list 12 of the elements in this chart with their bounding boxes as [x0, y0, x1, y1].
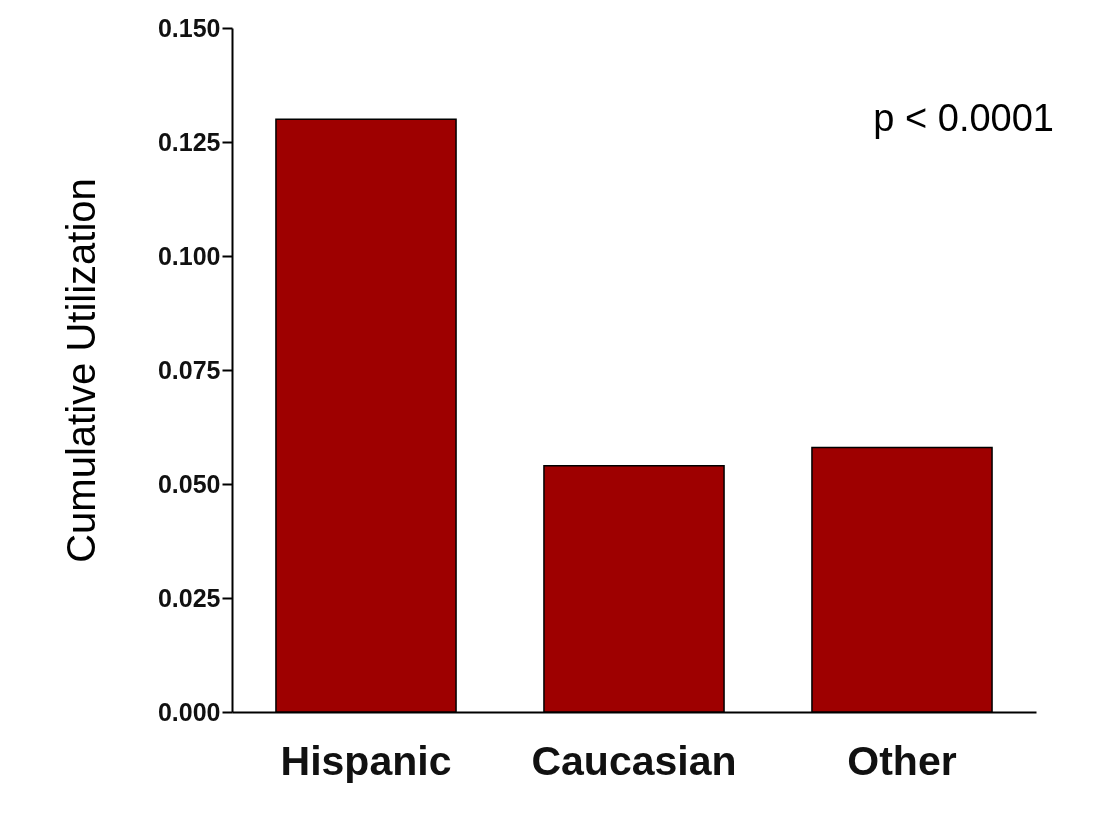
x-tick-label: Caucasian	[531, 737, 737, 784]
y-tick-label: 0.050	[157, 469, 221, 498]
y-tick-label: 0.150	[157, 13, 221, 42]
x-tick-label: Other	[847, 737, 957, 784]
y-axis-title: Cumulative Utilization	[58, 178, 103, 563]
y-tick-label: 0.000	[157, 697, 221, 726]
y-tick-label: 0.025	[157, 583, 221, 612]
x-tick-label: Hispanic	[280, 737, 452, 784]
annotation: p < 0.0001	[873, 97, 1054, 139]
y-tick-label: 0.075	[157, 355, 221, 384]
y-tick-label: 0.100	[157, 241, 221, 270]
y-tick-label: 0.125	[157, 127, 221, 156]
